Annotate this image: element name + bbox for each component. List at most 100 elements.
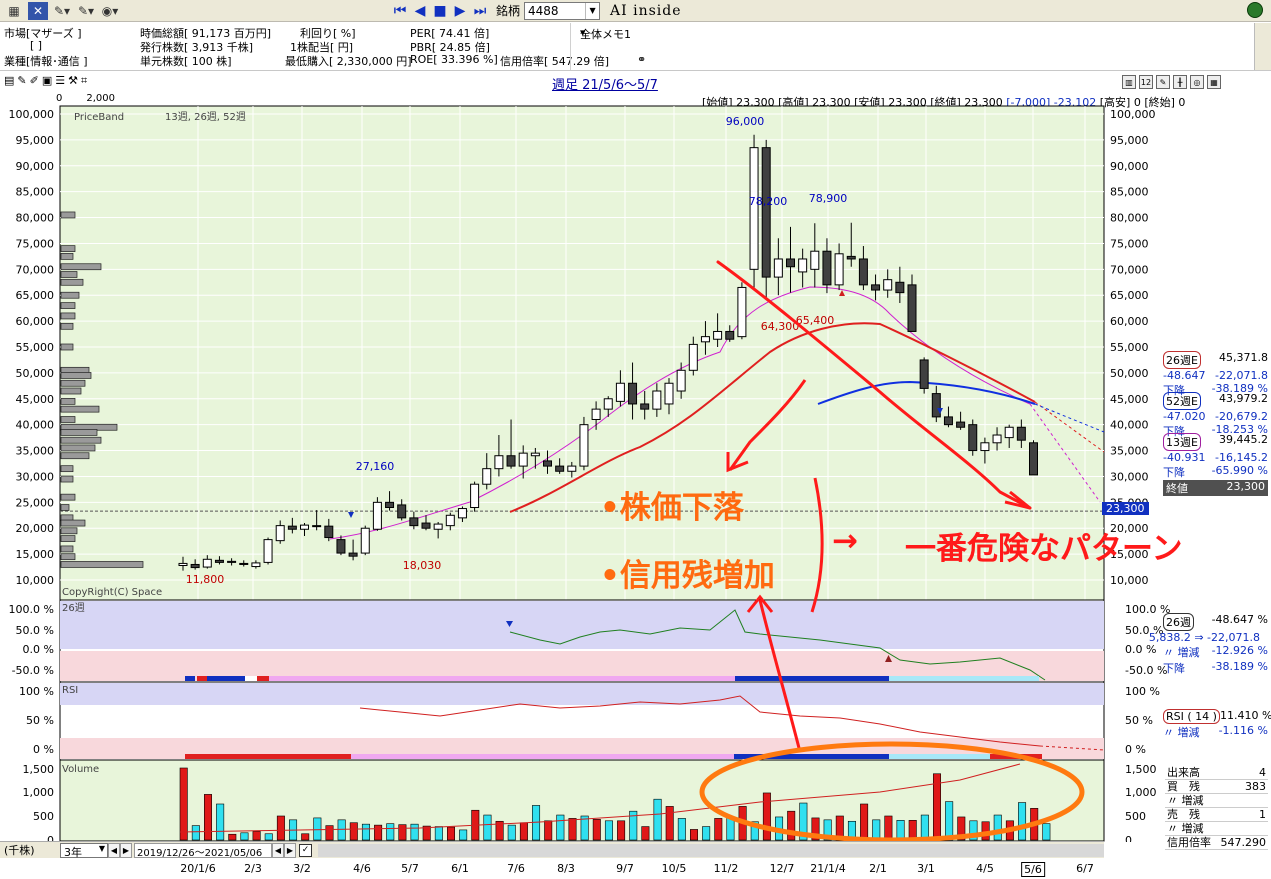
rsi-projection: [1039, 745, 1105, 751]
chart-area[interactable]: PriceBand 13週, 26週, 52週 CopyRight(C) Spa…: [0, 92, 1271, 847]
stop-icon[interactable]: ■: [433, 2, 447, 19]
price-tick-label-right: 20,000: [1110, 522, 1149, 535]
last-icon[interactable]: ⏭: [473, 2, 487, 19]
chart-type-icon[interactable]: ▦: [8, 3, 20, 18]
marker-up: [885, 655, 892, 662]
chart-svg[interactable]: PriceBand 13週, 26週, 52週 CopyRight(C) Spa…: [0, 92, 1271, 847]
x-tick-label: 9/7: [616, 862, 634, 875]
binoculars-icon[interactable]: ⚭: [637, 53, 647, 66]
price-band-bar: [60, 561, 144, 568]
volume-bar: [811, 817, 820, 841]
memo-selector[interactable]: 全体メモ1 ▾: [580, 26, 631, 41]
save-icon[interactable]: ▣: [41, 74, 53, 87]
range-next-icon[interactable]: ▶: [284, 842, 296, 858]
pen-icon[interactable]: ✎: [1156, 75, 1170, 89]
drop-arrow-line: [728, 379, 807, 471]
draw-icon[interactable]: ✎: [17, 74, 27, 87]
volume-bar: [981, 821, 990, 841]
candle-body: [773, 258, 783, 278]
scale-2000: 2,000: [86, 93, 116, 104]
rsi-readout-label: RSI ( 14 ): [1163, 709, 1220, 724]
range-field[interactable]: 2019/12/26～2021/05/06: [134, 842, 272, 859]
candle-body: [336, 539, 346, 554]
x-chart-icon[interactable]: ✕: [28, 1, 48, 20]
next-icon[interactable]: ▶: [454, 2, 466, 19]
ma13-readout: 13週E 39,445.2 -40.931 -16,145.2 下降 -65.990 …: [1163, 433, 1268, 496]
table-row: 買 残 383: [1165, 780, 1268, 794]
candle-body: [980, 442, 990, 452]
volume-bar: [337, 819, 346, 841]
ma52-line: [817, 380, 1036, 405]
x-tick-label: 7/6: [507, 862, 525, 875]
stock-code-input[interactable]: 4488 ▼: [524, 1, 601, 20]
memo-area[interactable]: [570, 23, 1250, 70]
period-title[interactable]: 週足 21/5/6～5/7: [552, 78, 658, 93]
sub-tick-label-left: -50.0 %: [12, 664, 54, 677]
shares-issued: 発行株数[ 3,913 千株]: [140, 41, 254, 54]
volume-bar: [653, 798, 662, 841]
span-dropdown-icon[interactable]: ▼: [98, 843, 105, 853]
volume-band-scale: 0 2,000: [56, 93, 115, 104]
candle-body: [798, 258, 808, 273]
price-tick-label-left: 15,000: [16, 548, 55, 561]
first-icon[interactable]: ⏮: [393, 2, 407, 19]
ma26-value: 45,371.8: [1219, 351, 1268, 364]
candle-body: [178, 562, 188, 567]
candle-body: [324, 525, 334, 539]
yield: 利回り[ %]: [300, 27, 356, 40]
tool1-icon[interactable]: ✎▾: [53, 3, 71, 18]
candle-body: [457, 508, 467, 519]
tool-icon[interactable]: ⚒: [68, 74, 78, 87]
chart-icon[interactable]: ⌗: [81, 74, 88, 87]
volume-bar: [507, 824, 516, 841]
scale-zero: 0: [56, 93, 63, 104]
tool2-icon[interactable]: ✎▾: [77, 3, 95, 18]
volume-bar: [993, 814, 1002, 841]
price-annotation: 78,200: [749, 195, 788, 208]
candle-body: [664, 382, 674, 405]
volume-bar: [604, 820, 613, 841]
x-tick-label: 4/6: [353, 862, 371, 875]
prev-icon[interactable]: ◀: [414, 2, 426, 19]
range-checkbox[interactable]: ✓: [299, 843, 312, 857]
target-icon[interactable]: ◎: [1190, 75, 1204, 89]
horizontal-scrollbar[interactable]: [318, 843, 1104, 857]
ma26-projection: [1034, 401, 1105, 453]
price-band-bar: [60, 535, 76, 542]
volume-bar: [434, 826, 443, 841]
print-icon[interactable]: ▤: [4, 74, 15, 87]
next-range-icon[interactable]: ▶: [120, 842, 132, 858]
range-prev-icon[interactable]: ◀: [272, 842, 284, 858]
price-tick-label-right: 65,000: [1110, 289, 1149, 302]
price-annotation: 27,160: [356, 460, 395, 473]
memo-scrollbar[interactable]: [1254, 23, 1271, 70]
volume-ma-line: [179, 763, 1021, 833]
dropdown-icon[interactable]: ▼: [585, 2, 599, 19]
candle-body: [579, 424, 589, 467]
globe-icon[interactable]: [1247, 2, 1263, 18]
arrow-note: →: [832, 523, 858, 559]
volume-bar: [204, 794, 213, 841]
min-purchase: 最低購入[ 2,330,000 円]: [285, 55, 412, 68]
volume-table: 出来高 4 買 残 383 〃 増減 売 残 1 〃 増減 信用倍率 547.290: [1165, 766, 1268, 850]
sub-tick-label-left: 0: [47, 834, 54, 842]
candle-body: [202, 558, 212, 568]
layout-icon[interactable]: ▥: [1122, 75, 1136, 89]
compass-icon[interactable]: ◉▾: [101, 3, 119, 18]
span-select[interactable]: 3年 ▼: [60, 842, 108, 859]
main-toolbar: ▦ ✕ ✎▾ ✎▾ ◉▾ ⏮ ◀ ■ ▶ ⏭ 銘柄 4488 ▼ AI insid…: [0, 0, 1271, 22]
prev-range-icon[interactable]: ◀: [108, 842, 120, 858]
candle-body: [239, 562, 249, 565]
price-tick-label-left: 80,000: [16, 212, 55, 225]
grid-icon[interactable]: ▦: [1207, 75, 1221, 89]
candle-body: [543, 460, 552, 467]
marker-up: [839, 290, 845, 296]
list-icon[interactable]: ☰: [55, 74, 66, 87]
edit-icon[interactable]: ✐: [29, 74, 39, 87]
price-band-bar: [60, 253, 74, 260]
lines-icon[interactable]: ╫: [1173, 75, 1187, 89]
ma13-projection: [1029, 403, 1101, 503]
numbers-icon[interactable]: 12: [1139, 75, 1153, 89]
candle-body: [676, 369, 686, 392]
candle-body: [360, 527, 370, 554]
